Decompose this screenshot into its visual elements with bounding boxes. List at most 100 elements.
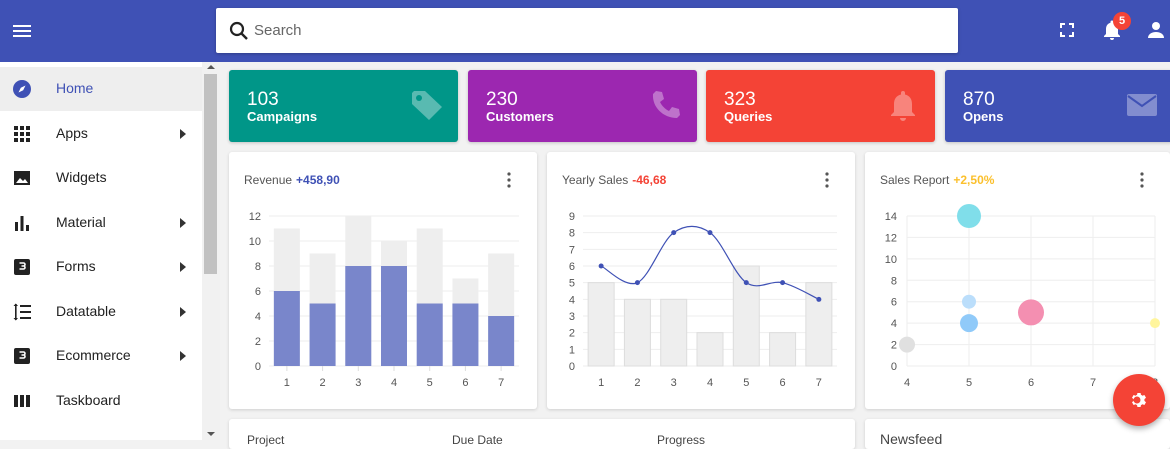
sidebar-item-datatable[interactable]: Datatable xyxy=(0,290,202,334)
x-tick-label: 6 xyxy=(462,377,468,389)
columns-icon xyxy=(14,395,30,407)
y-tick-label: 10 xyxy=(249,236,261,248)
bell-icon xyxy=(891,91,915,121)
more-vert-icon[interactable] xyxy=(825,172,829,188)
y-tick-label: 5 xyxy=(569,278,575,290)
bar xyxy=(452,303,479,366)
x-tick-label: 5 xyxy=(743,377,749,389)
sidebar-scrollbar[interactable] xyxy=(202,62,220,440)
line-point xyxy=(671,230,677,236)
x-tick-label: 5 xyxy=(427,377,433,389)
chevron-right-icon xyxy=(180,307,186,317)
x-tick-label: 3 xyxy=(671,377,677,389)
scroll-up-icon[interactable] xyxy=(207,65,215,69)
search-icon xyxy=(229,21,248,40)
sidebar-item-widgets[interactable]: Widgets xyxy=(0,156,202,200)
settings-fab[interactable] xyxy=(1113,374,1165,426)
y-tick-label: 12 xyxy=(885,232,897,244)
line-point xyxy=(634,280,640,286)
bar xyxy=(416,303,443,366)
bubble xyxy=(1018,299,1044,326)
search-input[interactable] xyxy=(254,8,944,53)
y-tick-label: 7 xyxy=(569,244,575,256)
y-tick-label: 8 xyxy=(891,275,897,287)
bubble xyxy=(962,294,976,309)
chevron-right-icon xyxy=(180,351,186,361)
stat-card-queries[interactable]: 323 Queries xyxy=(706,70,935,142)
sidebar-item-label: Datatable xyxy=(56,303,116,319)
x-tick-label: 4 xyxy=(391,377,397,389)
search-box[interactable] xyxy=(216,8,958,53)
y-tick-label: 4 xyxy=(255,311,261,323)
y-tick-label: 10 xyxy=(885,254,897,266)
stat-label: Campaigns xyxy=(247,109,318,124)
sidebar-item-forms[interactable]: Forms xyxy=(0,245,202,289)
card-title: Yearly Sales -46,68 xyxy=(562,173,667,187)
y-tick-label: 12 xyxy=(249,211,261,223)
scrollbar-thumb[interactable] xyxy=(204,74,217,274)
x-tick-label: 7 xyxy=(1090,377,1096,389)
list-numbered-icon xyxy=(13,303,31,321)
y-tick-label: 4 xyxy=(569,294,575,306)
bar xyxy=(769,332,797,367)
bar xyxy=(273,291,300,366)
sidebar-item-label: Taskboard xyxy=(56,392,121,408)
y-tick-label: 3 xyxy=(569,311,575,323)
hamburger-icon xyxy=(13,25,31,37)
more-vert-icon[interactable] xyxy=(1140,172,1144,188)
bar xyxy=(381,266,407,366)
bar xyxy=(660,298,688,367)
y-tick-label: 0 xyxy=(569,361,575,373)
card-value: -46,68 xyxy=(632,173,667,187)
line-point xyxy=(707,230,713,236)
sidebar-item-label: Material xyxy=(56,214,106,230)
mail-icon xyxy=(1127,94,1157,116)
phone-icon xyxy=(652,91,680,118)
image-icon xyxy=(14,171,30,185)
bar xyxy=(805,282,833,367)
forms-icon xyxy=(14,259,30,275)
column-header-project: Project xyxy=(247,433,285,447)
scroll-down-icon[interactable] xyxy=(207,432,215,436)
sidebar-item-label: Forms xyxy=(56,258,96,274)
column-header-due-date: Due Date xyxy=(452,433,503,447)
y-tick-label: 9 xyxy=(569,211,575,223)
x-tick-label: 7 xyxy=(498,377,504,389)
more-vert-icon[interactable] xyxy=(507,172,511,188)
sales-report-card: Sales Report+2,50% 0246810121445678 xyxy=(865,152,1170,409)
sidebar-item-taskboard[interactable]: Taskboard xyxy=(0,379,202,423)
x-tick-label: 2 xyxy=(320,377,326,389)
stat-card-campaigns[interactable]: 103 Campaigns xyxy=(229,70,458,142)
account-button[interactable] xyxy=(1144,18,1168,42)
fullscreen-button[interactable] xyxy=(1055,18,1079,42)
sales-report-chart: 0246810121445678 xyxy=(885,204,1160,389)
sidebar-item-ecommerce[interactable]: Ecommerce xyxy=(0,334,202,378)
sidebar-item-label: Ecommerce xyxy=(56,347,131,363)
menu-button[interactable] xyxy=(8,16,38,46)
x-tick-label: 2 xyxy=(634,377,640,389)
revenue-card: Revenue +458,90 0 2 4 6 8 10 12 1 2 3 4 5 6 7 xyxy=(229,152,537,409)
card-value: +2,50% xyxy=(953,173,995,187)
stat-value: 323 xyxy=(724,89,756,110)
x-tick-label: 7 xyxy=(816,377,822,389)
bar xyxy=(696,332,724,367)
sidebar-item-apps[interactable]: Apps xyxy=(0,112,202,156)
stat-card-customers[interactable]: 230 Customers xyxy=(468,70,697,142)
sidebar-item-label: Apps xyxy=(56,125,88,141)
yearly-sales-card: Yearly Sales -46,68 0 1 2 3 4 5 6 7 8 9 1 2 3 4 5 6 7 xyxy=(547,152,855,409)
newsfeed-card: Newsfeed xyxy=(865,419,1170,449)
bar xyxy=(309,303,336,366)
x-tick-label: 1 xyxy=(598,377,604,389)
y-tick-label: 6 xyxy=(569,261,575,273)
column-header-progress: Progress xyxy=(657,433,706,447)
card-title: Revenue +458,90 xyxy=(244,173,340,187)
sidebar-item-material[interactable]: Material xyxy=(0,201,202,245)
bubble xyxy=(960,314,978,333)
y-tick-label: 2 xyxy=(569,328,575,340)
stat-card-opens[interactable]: 870 Opens xyxy=(945,70,1170,142)
y-tick-label: 14 xyxy=(885,211,897,223)
sidebar-item-home[interactable]: Home xyxy=(0,67,202,111)
x-tick-label: 4 xyxy=(904,377,910,389)
y-tick-label: 0 xyxy=(255,361,261,373)
newsfeed-title: Newsfeed xyxy=(880,431,943,447)
